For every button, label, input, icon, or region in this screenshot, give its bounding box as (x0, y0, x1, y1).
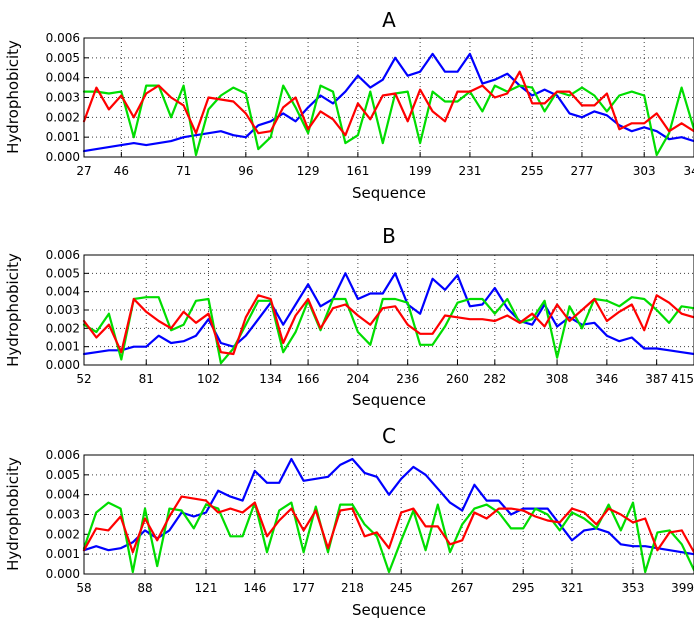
panel-a-series-0-line (82, 52, 694, 153)
x-tick-label: 102 (197, 372, 220, 386)
panel-b: B 0.000 0.001 0.002 0.003 0.004 0.005 0.006 52 81… (4, 224, 694, 409)
x-tick-label: 121 (195, 581, 218, 595)
y-tick-label: 0.002 (46, 110, 80, 124)
x-tick-label: 231 (458, 164, 481, 178)
y-tick-label: 0.000 (46, 150, 80, 164)
y-tick-label: 0.005 (46, 51, 80, 65)
panel-c-series-1-line (82, 501, 694, 574)
x-tick-label: 387 (645, 372, 668, 386)
x-tick-label: 52 (76, 372, 91, 386)
x-tick-label: 146 (243, 581, 266, 595)
x-tick-label: 81 (139, 372, 154, 386)
panel-b-series-2-line (82, 294, 694, 356)
x-tick-label: 71 (176, 164, 191, 178)
x-tick-label: 27 (76, 164, 91, 178)
y-tick-label: 0.005 (46, 468, 80, 482)
panel-c-series-2-line (82, 495, 694, 554)
y-axis-label: Hydrophobicity (4, 40, 22, 154)
x-tick-label: 218 (341, 581, 364, 595)
x-tick-label: 199 (409, 164, 432, 178)
x-tick-label: 245 (390, 581, 413, 595)
x-tick-label: 295 (512, 581, 535, 595)
y-tick-label: 0.003 (46, 91, 80, 105)
y-tick-label: 0.003 (46, 508, 80, 522)
x-tick-label: 303 (633, 164, 656, 178)
panel-b-series-0-line (82, 272, 694, 356)
plot-frame (83, 254, 694, 366)
panel-a: A 0.000 0.001 0.002 0.003 0.004 0.005 0.006 27 46… (4, 8, 694, 202)
y-tick-label: 0.006 (46, 248, 80, 262)
y-tick-label: 0.001 (46, 130, 80, 144)
y-tick-label: 0.004 (46, 71, 80, 85)
y-tick-label: 0.001 (46, 340, 80, 354)
y-tick-label: 0.004 (46, 285, 80, 299)
y-tick-label: 0.004 (46, 488, 80, 502)
panel-a-series-1-line (82, 84, 694, 157)
x-tick-label: 277 (571, 164, 594, 178)
panel-c-title: C (382, 424, 396, 448)
y-tick-label: 0.000 (46, 358, 80, 372)
x-tick-label: 58 (76, 581, 91, 595)
x-axis-label: Sequence (352, 184, 426, 202)
y-tick-label: 0.001 (46, 547, 80, 561)
x-tick-label: 134 (259, 372, 282, 386)
y-tick-label: 0.002 (46, 527, 80, 541)
x-tick-label: 346 (595, 372, 618, 386)
y-tick-label: 0.002 (46, 321, 80, 335)
y-tick-label: 0.003 (46, 303, 80, 317)
y-tick-label: 0.006 (46, 31, 80, 45)
x-tick-label: 166 (297, 372, 320, 386)
x-tick-label: 267 (451, 581, 474, 595)
y-axis-label: Hydrophobicity (4, 253, 22, 367)
x-tick-label: 129 (297, 164, 320, 178)
panel-a-series-2-line (82, 70, 694, 137)
x-tick-label: 321 (561, 581, 584, 595)
x-tick-label: 340 (684, 164, 694, 178)
x-tick-label: 399 (671, 581, 694, 595)
x-axis-label: Sequence (352, 601, 426, 619)
x-tick-label: 204 (346, 372, 369, 386)
x-tick-label: 308 (546, 372, 569, 386)
y-axis-label: Hydrophobicity (4, 457, 22, 571)
x-axis-label: Sequence (352, 391, 426, 409)
panel-b-series-1-line (82, 296, 694, 365)
x-tick-label: 88 (137, 581, 152, 595)
plot-frame (83, 454, 694, 575)
x-tick-label: 161 (346, 164, 369, 178)
panel-c-series-0-line (82, 457, 694, 556)
x-tick-label: 353 (622, 581, 645, 595)
y-tick-label: 0.005 (46, 266, 80, 280)
x-tick-label: 255 (521, 164, 544, 178)
x-tick-label: 282 (483, 372, 506, 386)
x-tick-label: 415 (671, 372, 694, 386)
y-tick-label: 0.000 (46, 567, 80, 581)
x-tick-label: 236 (396, 372, 419, 386)
panel-a-title: A (382, 8, 396, 32)
x-tick-label: 96 (238, 164, 253, 178)
panel-b-title: B (382, 224, 396, 248)
x-tick-label: 46 (114, 164, 129, 178)
panel-c: C 0.000 0.001 0.002 0.003 0.004 0.005 0.006 58 88… (4, 424, 694, 619)
plot-frame (83, 37, 694, 158)
y-tick-label: 0.006 (46, 448, 80, 462)
x-tick-label: 177 (292, 581, 315, 595)
x-tick-label: 260 (446, 372, 469, 386)
